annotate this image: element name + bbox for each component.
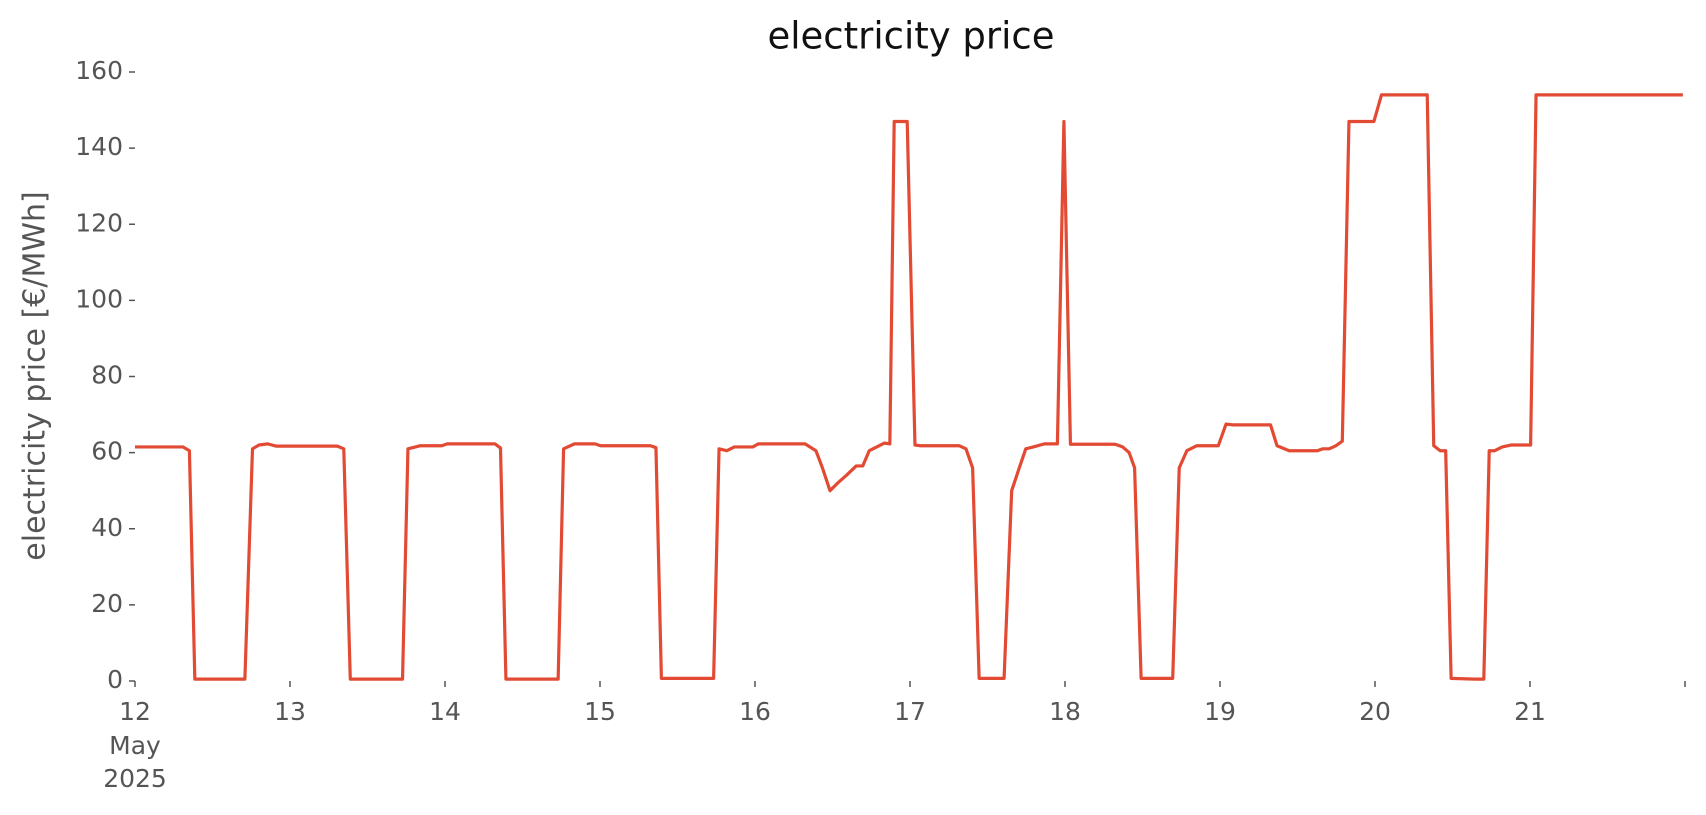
y-axis-label: electricity price [€/MWh] bbox=[18, 191, 53, 560]
x-tick-sublabel: 2025 bbox=[103, 764, 167, 793]
x-tick-label: 19 bbox=[1204, 697, 1236, 726]
chart-title: electricity price bbox=[767, 15, 1054, 58]
y-tick-label: 100 bbox=[75, 284, 123, 313]
y-tick-label: 140 bbox=[75, 132, 123, 161]
y-tick-label: 60 bbox=[91, 437, 123, 466]
x-tick-sublabel: May bbox=[109, 731, 161, 760]
x-tick-label: 21 bbox=[1514, 697, 1546, 726]
x-tick-label: 15 bbox=[584, 697, 616, 726]
x-tick-label: 17 bbox=[894, 697, 926, 726]
y-tick-label: 80 bbox=[91, 361, 123, 390]
price-line bbox=[135, 93, 1683, 681]
y-tick-label: 160 bbox=[75, 56, 123, 85]
y-tick-label: 20 bbox=[91, 589, 123, 618]
x-tick-label: 13 bbox=[274, 697, 306, 726]
x-tick-label: 20 bbox=[1359, 697, 1391, 726]
y-tick-label: 40 bbox=[91, 513, 123, 542]
x-tick-label: 12 bbox=[119, 697, 151, 726]
y-tick-label: 120 bbox=[75, 208, 123, 237]
y-tick-label: 0 bbox=[107, 665, 123, 694]
x-tick-label: 16 bbox=[739, 697, 771, 726]
x-tick-label: 18 bbox=[1049, 697, 1081, 726]
x-tick-label: 14 bbox=[429, 697, 461, 726]
